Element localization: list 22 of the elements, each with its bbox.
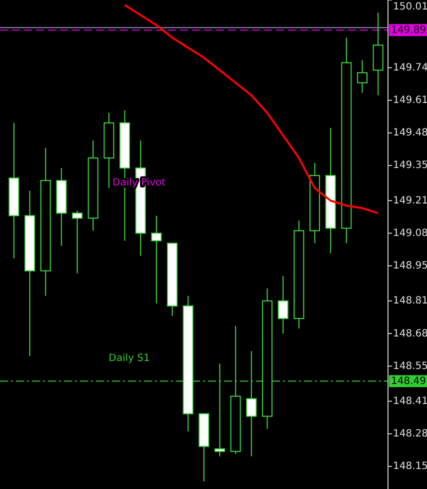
- y-tick-label: 148.95: [393, 260, 427, 272]
- candlestick: [72, 210, 82, 274]
- y-tick-label: 148.41: [393, 396, 427, 407]
- y-tick-label: 150.01: [393, 2, 427, 13]
- y-tick-label: 148.15: [393, 461, 427, 472]
- y-tick-label: 149.61: [393, 95, 427, 106]
- annotation: Daily S1: [108, 353, 150, 364]
- ref-line-label: 148.49: [391, 376, 426, 387]
- y-tick-label: 148.81: [393, 296, 427, 307]
- y-tick-label: 149.21: [393, 195, 427, 206]
- candlestick: [357, 60, 368, 94]
- y-tick-label: 148.55: [393, 360, 427, 372]
- candlestick: [214, 363, 225, 457]
- y-tick-label: 148.28: [393, 428, 427, 440]
- y-tick-label: 148.68: [393, 328, 427, 340]
- candlestick: [278, 275, 288, 334]
- candlestick: [246, 350, 257, 457]
- y-tick-label: 149.48: [393, 128, 427, 139]
- ref-line-label: 149.89: [391, 24, 426, 36]
- candlestick: [151, 215, 162, 304]
- y-tick-label: 149.35: [393, 160, 427, 172]
- y-tick-label: 149.08: [393, 228, 427, 239]
